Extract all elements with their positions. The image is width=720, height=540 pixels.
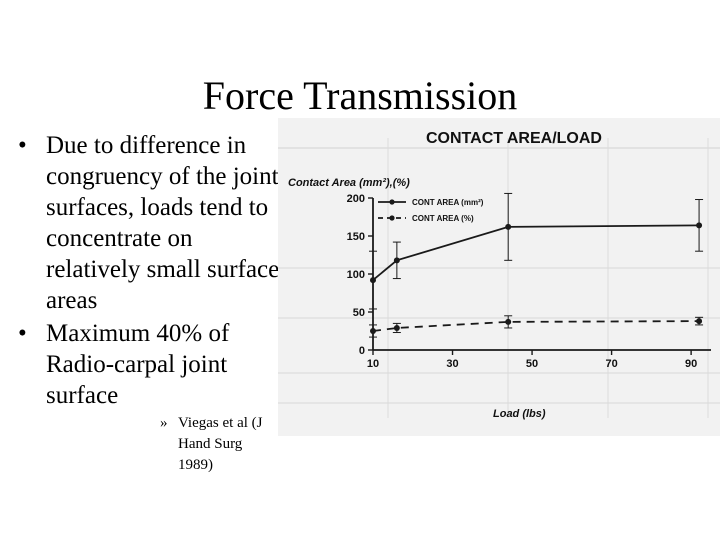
data-point	[696, 222, 703, 229]
data-point	[393, 257, 400, 264]
x-tick-label: 50	[526, 358, 538, 370]
chart-title: CONTACT AREA/LOAD	[426, 130, 602, 147]
x-tick-label: 10	[367, 358, 379, 370]
citation: » Viegas et al (J Hand Surg 1989)	[160, 413, 290, 476]
x-tick-label: 30	[446, 358, 458, 370]
bullet-marker: •	[18, 320, 27, 347]
data-point	[393, 324, 400, 331]
chart-legend: CONT AREA (mm²) CONT AREA (%)	[378, 198, 484, 223]
data-point	[370, 277, 376, 284]
legend-label-mm2: CONT AREA (mm²)	[412, 198, 484, 207]
scan-ghost-lines	[278, 138, 720, 418]
series-line-mm2	[372, 224, 700, 281]
bullet-marker: •	[18, 132, 27, 159]
y-tick-label: 100	[347, 269, 365, 281]
citation-marker: »	[160, 415, 168, 431]
bullet-list: • Due to difference in congruency of the…	[18, 130, 280, 413]
x-axis-label: Load (lbs)	[493, 408, 546, 420]
bullet-item: • Due to difference in congruency of the…	[18, 130, 280, 316]
y-tick-label: 50	[353, 307, 365, 319]
y-tick-label: 200	[347, 193, 365, 205]
data-point	[370, 328, 376, 334]
legend-label-pct: CONT AREA (%)	[412, 214, 474, 223]
y-tick-label: 150	[347, 231, 365, 243]
citation-text: Viegas et al (J Hand Surg 1989)	[178, 415, 263, 473]
legend-marker-dashed	[389, 215, 395, 221]
data-point	[696, 318, 703, 325]
y-tick-label: 0	[359, 345, 365, 357]
x-tick-label: 90	[685, 358, 697, 370]
scanned-figure: CONTACT AREA/LOAD Contact Area (mm²),(%)…	[278, 118, 720, 436]
data-point	[505, 223, 512, 230]
data-point	[505, 318, 512, 325]
bullet-text: Due to difference in congruency of the j…	[46, 132, 280, 314]
slide-title: Force Transmission	[202, 73, 518, 118]
series-line-pct	[372, 320, 700, 332]
legend-marker-solid	[389, 199, 395, 205]
contact-area-chart: CONTACT AREA/LOAD Contact Area (mm²),(%)…	[278, 130, 720, 420]
bullet-item: • Maximum 40% of Radio-carpal joint surf…	[18, 318, 280, 411]
chart-ticks: 0 50 100 150 200 10 30 50 70 90	[347, 193, 698, 370]
y-axis-label: Contact Area (mm²),(%)	[288, 177, 410, 189]
x-tick-label: 70	[605, 358, 617, 370]
bullet-text: Maximum 40% of Radio-carpal joint surfac…	[46, 320, 230, 409]
chart-plot-area	[369, 192, 704, 338]
